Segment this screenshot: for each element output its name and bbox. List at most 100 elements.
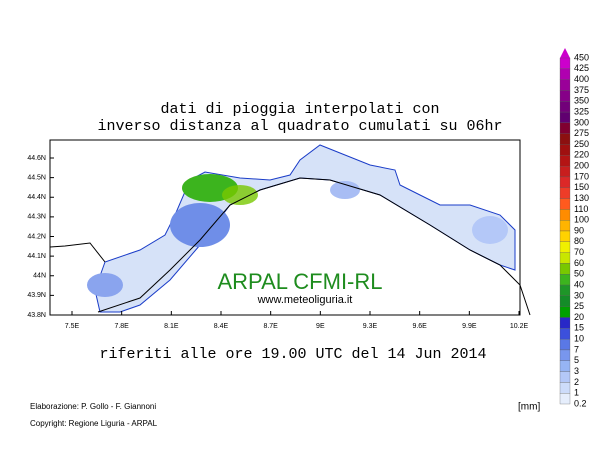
rain-area bbox=[170, 203, 230, 247]
legend-label: 5 bbox=[574, 355, 579, 365]
lat-label: 44.6N bbox=[27, 155, 46, 162]
legend-label: 275 bbox=[574, 128, 589, 138]
lat-label: 44.4N bbox=[27, 194, 46, 201]
legend-label: 100 bbox=[574, 215, 589, 225]
lat-label: 44.2N bbox=[27, 233, 46, 240]
credit: Copyright: Regione Liguria - ARPAL bbox=[30, 419, 158, 428]
legend-swatch bbox=[559, 90, 571, 102]
legend-label: 60 bbox=[574, 258, 584, 268]
lat-label: 43.8N bbox=[27, 312, 46, 319]
legend-swatch bbox=[559, 360, 571, 372]
lat-label: 44.5N bbox=[27, 174, 46, 181]
legend-label: 425 bbox=[574, 63, 589, 73]
legend-swatch bbox=[559, 209, 571, 221]
legend-swatch bbox=[559, 111, 571, 124]
legend-label: 400 bbox=[574, 74, 589, 84]
subtitle: riferiti alle ore 19.00 UTC del 14 Jun 2… bbox=[99, 346, 486, 363]
legend-label: 170 bbox=[574, 171, 589, 181]
legend-label: 450 bbox=[574, 52, 589, 62]
lon-label: 8.7E bbox=[263, 323, 278, 330]
legend-arrow bbox=[560, 48, 570, 58]
legend-swatch bbox=[559, 122, 571, 134]
legend-swatch bbox=[559, 349, 571, 361]
legend-swatch bbox=[559, 328, 571, 340]
lon-label: 7.5E bbox=[65, 323, 80, 330]
legend-swatch bbox=[559, 371, 571, 383]
legend-swatch bbox=[559, 144, 571, 156]
legend-label: 40 bbox=[574, 279, 584, 289]
legend-label: 80 bbox=[574, 236, 584, 246]
legend-swatch bbox=[559, 338, 571, 351]
lon-label: 8.4E bbox=[214, 323, 229, 330]
legend-swatch bbox=[559, 176, 571, 188]
legend-swatch bbox=[559, 393, 571, 405]
legend-label: 20 bbox=[574, 312, 584, 322]
legend: 4504254003753503253002752502202001701501… bbox=[559, 48, 589, 408]
legend-label: 90 bbox=[574, 225, 584, 235]
coastline bbox=[97, 177, 531, 316]
border bbox=[49, 242, 106, 263]
rain-area bbox=[330, 181, 360, 199]
legend-label: 0.2 bbox=[574, 398, 587, 408]
legend-swatch bbox=[559, 155, 571, 167]
map bbox=[49, 144, 531, 316]
legend-swatch bbox=[559, 295, 571, 307]
legend-swatch bbox=[559, 252, 571, 264]
lon-label: 10.2E bbox=[510, 323, 529, 330]
legend-label: 250 bbox=[574, 139, 589, 149]
legend-label: 300 bbox=[574, 117, 589, 127]
website: www.meteoliguria.it bbox=[257, 294, 353, 306]
legend-label: 15 bbox=[574, 323, 584, 333]
legend-label: 200 bbox=[574, 161, 589, 171]
legend-swatch bbox=[559, 230, 571, 242]
legend-label: 25 bbox=[574, 301, 584, 311]
watermark: ARPAL CFMI-RL bbox=[217, 269, 382, 294]
legend-swatch bbox=[559, 220, 571, 232]
legend-swatch bbox=[559, 101, 571, 113]
legend-label: 7 bbox=[574, 344, 579, 354]
legend-swatch bbox=[559, 79, 571, 91]
legend-swatch bbox=[559, 274, 571, 286]
legend-swatch bbox=[559, 187, 571, 199]
legend-label: 70 bbox=[574, 247, 584, 257]
titles: dati di pioggia interpolati con inverso … bbox=[97, 101, 502, 363]
legend-swatch bbox=[559, 306, 571, 318]
title-line: inverso distanza al quadrato cumulati su… bbox=[97, 118, 502, 135]
lon-label: 9.6E bbox=[412, 323, 427, 330]
legend-swatch bbox=[559, 133, 571, 145]
lat-labels: 44.6N 44.5N 44.4N 44.3N 44.2N 44.1N 44N 43.9N 43… bbox=[27, 155, 54, 319]
lon-label: 9.9E bbox=[462, 323, 477, 330]
legend-label: 130 bbox=[574, 193, 589, 203]
lat-label: 44.1N bbox=[27, 253, 46, 260]
unit: [mm] bbox=[518, 402, 540, 413]
lat-label: 44.3N bbox=[27, 214, 46, 221]
legend-swatch bbox=[559, 241, 571, 253]
legend-label: 10 bbox=[574, 334, 584, 344]
legend-swatch bbox=[559, 317, 571, 329]
legend-swatch bbox=[559, 263, 571, 275]
rain-area bbox=[222, 185, 258, 205]
credit: Elaborazione: P. Gollo - F. Giannoni bbox=[30, 402, 156, 411]
legend-swatch bbox=[559, 198, 571, 210]
legend-label: 325 bbox=[574, 106, 589, 116]
legend-label: 30 bbox=[574, 290, 584, 300]
legend-label: 3 bbox=[574, 366, 579, 376]
lon-labels: 7.5E 7.8E 8.1E 8.4E 8.7E 9E 9.3E 9.6E 9.9E 10.2E bbox=[65, 311, 529, 330]
legend-label: 50 bbox=[574, 269, 584, 279]
legend-label: 375 bbox=[574, 85, 589, 95]
legend-label: 110 bbox=[574, 204, 588, 214]
legend-label: 1 bbox=[574, 388, 579, 398]
title-line: dati di pioggia interpolati con bbox=[160, 101, 439, 118]
legend-swatch bbox=[559, 165, 571, 178]
rain-area bbox=[472, 216, 508, 244]
legend-label: 350 bbox=[574, 96, 589, 106]
legend-swatch bbox=[559, 284, 571, 297]
legend-swatch bbox=[559, 382, 571, 394]
lat-label: 43.9N bbox=[27, 292, 46, 299]
rain-area bbox=[87, 273, 123, 297]
lon-label: 7.8E bbox=[114, 323, 129, 330]
lon-label: 9.3E bbox=[363, 323, 378, 330]
lat-label: 44N bbox=[33, 273, 46, 280]
legend-label: 2 bbox=[574, 377, 579, 387]
